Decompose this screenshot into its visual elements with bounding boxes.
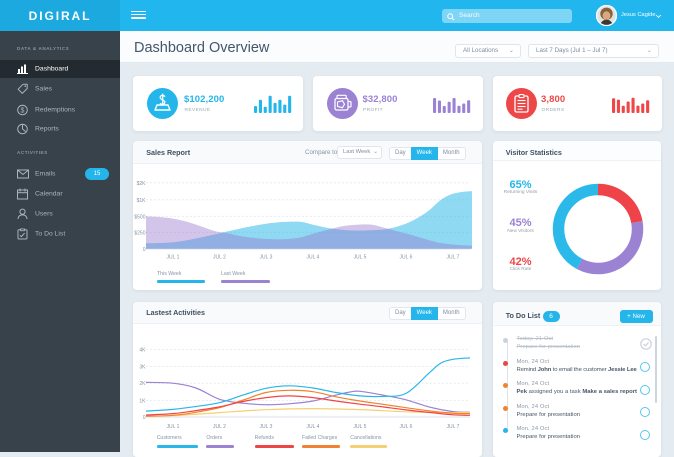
- svg-text:JUL 1: JUL 1: [167, 424, 180, 430]
- svg-text:0: 0: [143, 247, 146, 253]
- svg-text:4K: 4K: [139, 347, 146, 353]
- svg-text:JUL 7: JUL 7: [447, 424, 460, 430]
- svg-text:1K: 1K: [139, 398, 146, 404]
- svg-text:$250: $250: [134, 230, 145, 236]
- svg-text:3K: 3K: [139, 364, 146, 370]
- svg-text:$500: $500: [134, 214, 145, 220]
- svg-text:$2K: $2K: [137, 181, 147, 187]
- svg-text:JUL 4: JUL 4: [307, 255, 320, 261]
- svg-text:JUL 3: JUL 3: [260, 424, 273, 430]
- svg-text:JUL 7: JUL 7: [447, 255, 460, 261]
- svg-text:JUL 6: JUL 6: [400, 255, 413, 261]
- svg-text:JUL 5: JUL 5: [354, 255, 367, 261]
- svg-text:JUL 5: JUL 5: [354, 424, 367, 430]
- svg-text:JUL 4: JUL 4: [307, 424, 320, 430]
- svg-text:2K: 2K: [139, 381, 146, 387]
- svg-text:JUL 6: JUL 6: [400, 424, 413, 430]
- svg-text:JUL 2: JUL 2: [213, 255, 226, 261]
- svg-text:0: 0: [143, 414, 146, 420]
- svg-text:$: $: [21, 107, 25, 114]
- svg-text:JUL 3: JUL 3: [260, 255, 273, 261]
- svg-text:JUL 1: JUL 1: [167, 255, 180, 261]
- svg-text:JUL 2: JUL 2: [213, 424, 226, 430]
- svg-text:$1K: $1K: [137, 198, 147, 204]
